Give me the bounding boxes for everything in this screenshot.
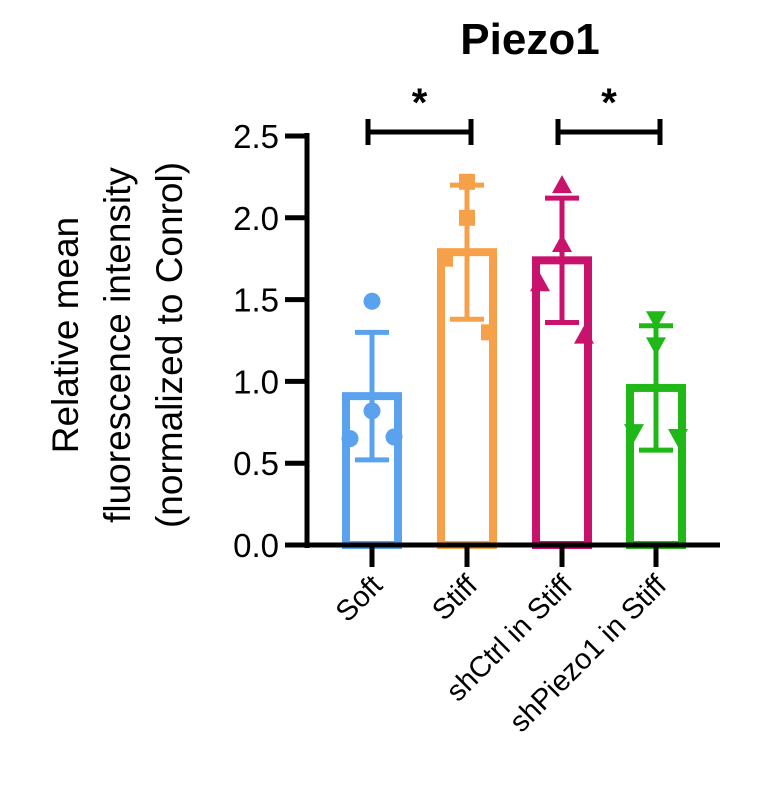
significance-label-2: * xyxy=(601,81,617,125)
data-point-3-4 xyxy=(574,325,594,344)
data-point-1-4 xyxy=(385,428,403,446)
data-point-2-4 xyxy=(481,324,497,341)
y-axis-label: Relative mean fluorescence intensity (no… xyxy=(45,162,190,528)
y-tick-label-0: 0.0 xyxy=(233,527,279,564)
data-point-2-2 xyxy=(459,209,475,226)
category-label-4: shPiezo1 in Stiff xyxy=(504,569,674,739)
data-point-2-3 xyxy=(437,250,453,267)
data-point-3-1 xyxy=(552,175,572,194)
y-axis-label-line-2: fluorescence intensity xyxy=(97,167,138,523)
data-point-4-4 xyxy=(668,429,688,448)
data-point-3-2 xyxy=(552,233,572,252)
category-label-1: Soft xyxy=(330,569,389,628)
data-point-4-2 xyxy=(646,337,666,356)
data-point-1-1 xyxy=(363,292,381,310)
y-tick-label-4: 2.0 xyxy=(233,200,279,237)
y-tick-label-5: 2.5 xyxy=(233,118,279,155)
data-point-1-3 xyxy=(341,430,359,448)
data-point-2-1 xyxy=(459,173,475,190)
y-axis-label-line-1: Relative mean xyxy=(45,217,86,454)
chart-title: Piezo1 xyxy=(460,15,599,64)
y-tick-label-1: 0.5 xyxy=(233,445,279,482)
y-tick-label-2: 1.0 xyxy=(233,363,279,400)
y-tick-label-3: 1.5 xyxy=(233,282,279,319)
y-axis-label-line-3: (normalized to Conrol) xyxy=(149,162,190,528)
data-point-1-2 xyxy=(363,402,381,420)
significance-label-1: * xyxy=(412,81,428,125)
data-point-4-3 xyxy=(624,424,644,443)
data-point-3-3 xyxy=(530,273,550,292)
category-label-2: Stiff xyxy=(426,569,484,627)
data-point-4-1 xyxy=(646,311,666,330)
